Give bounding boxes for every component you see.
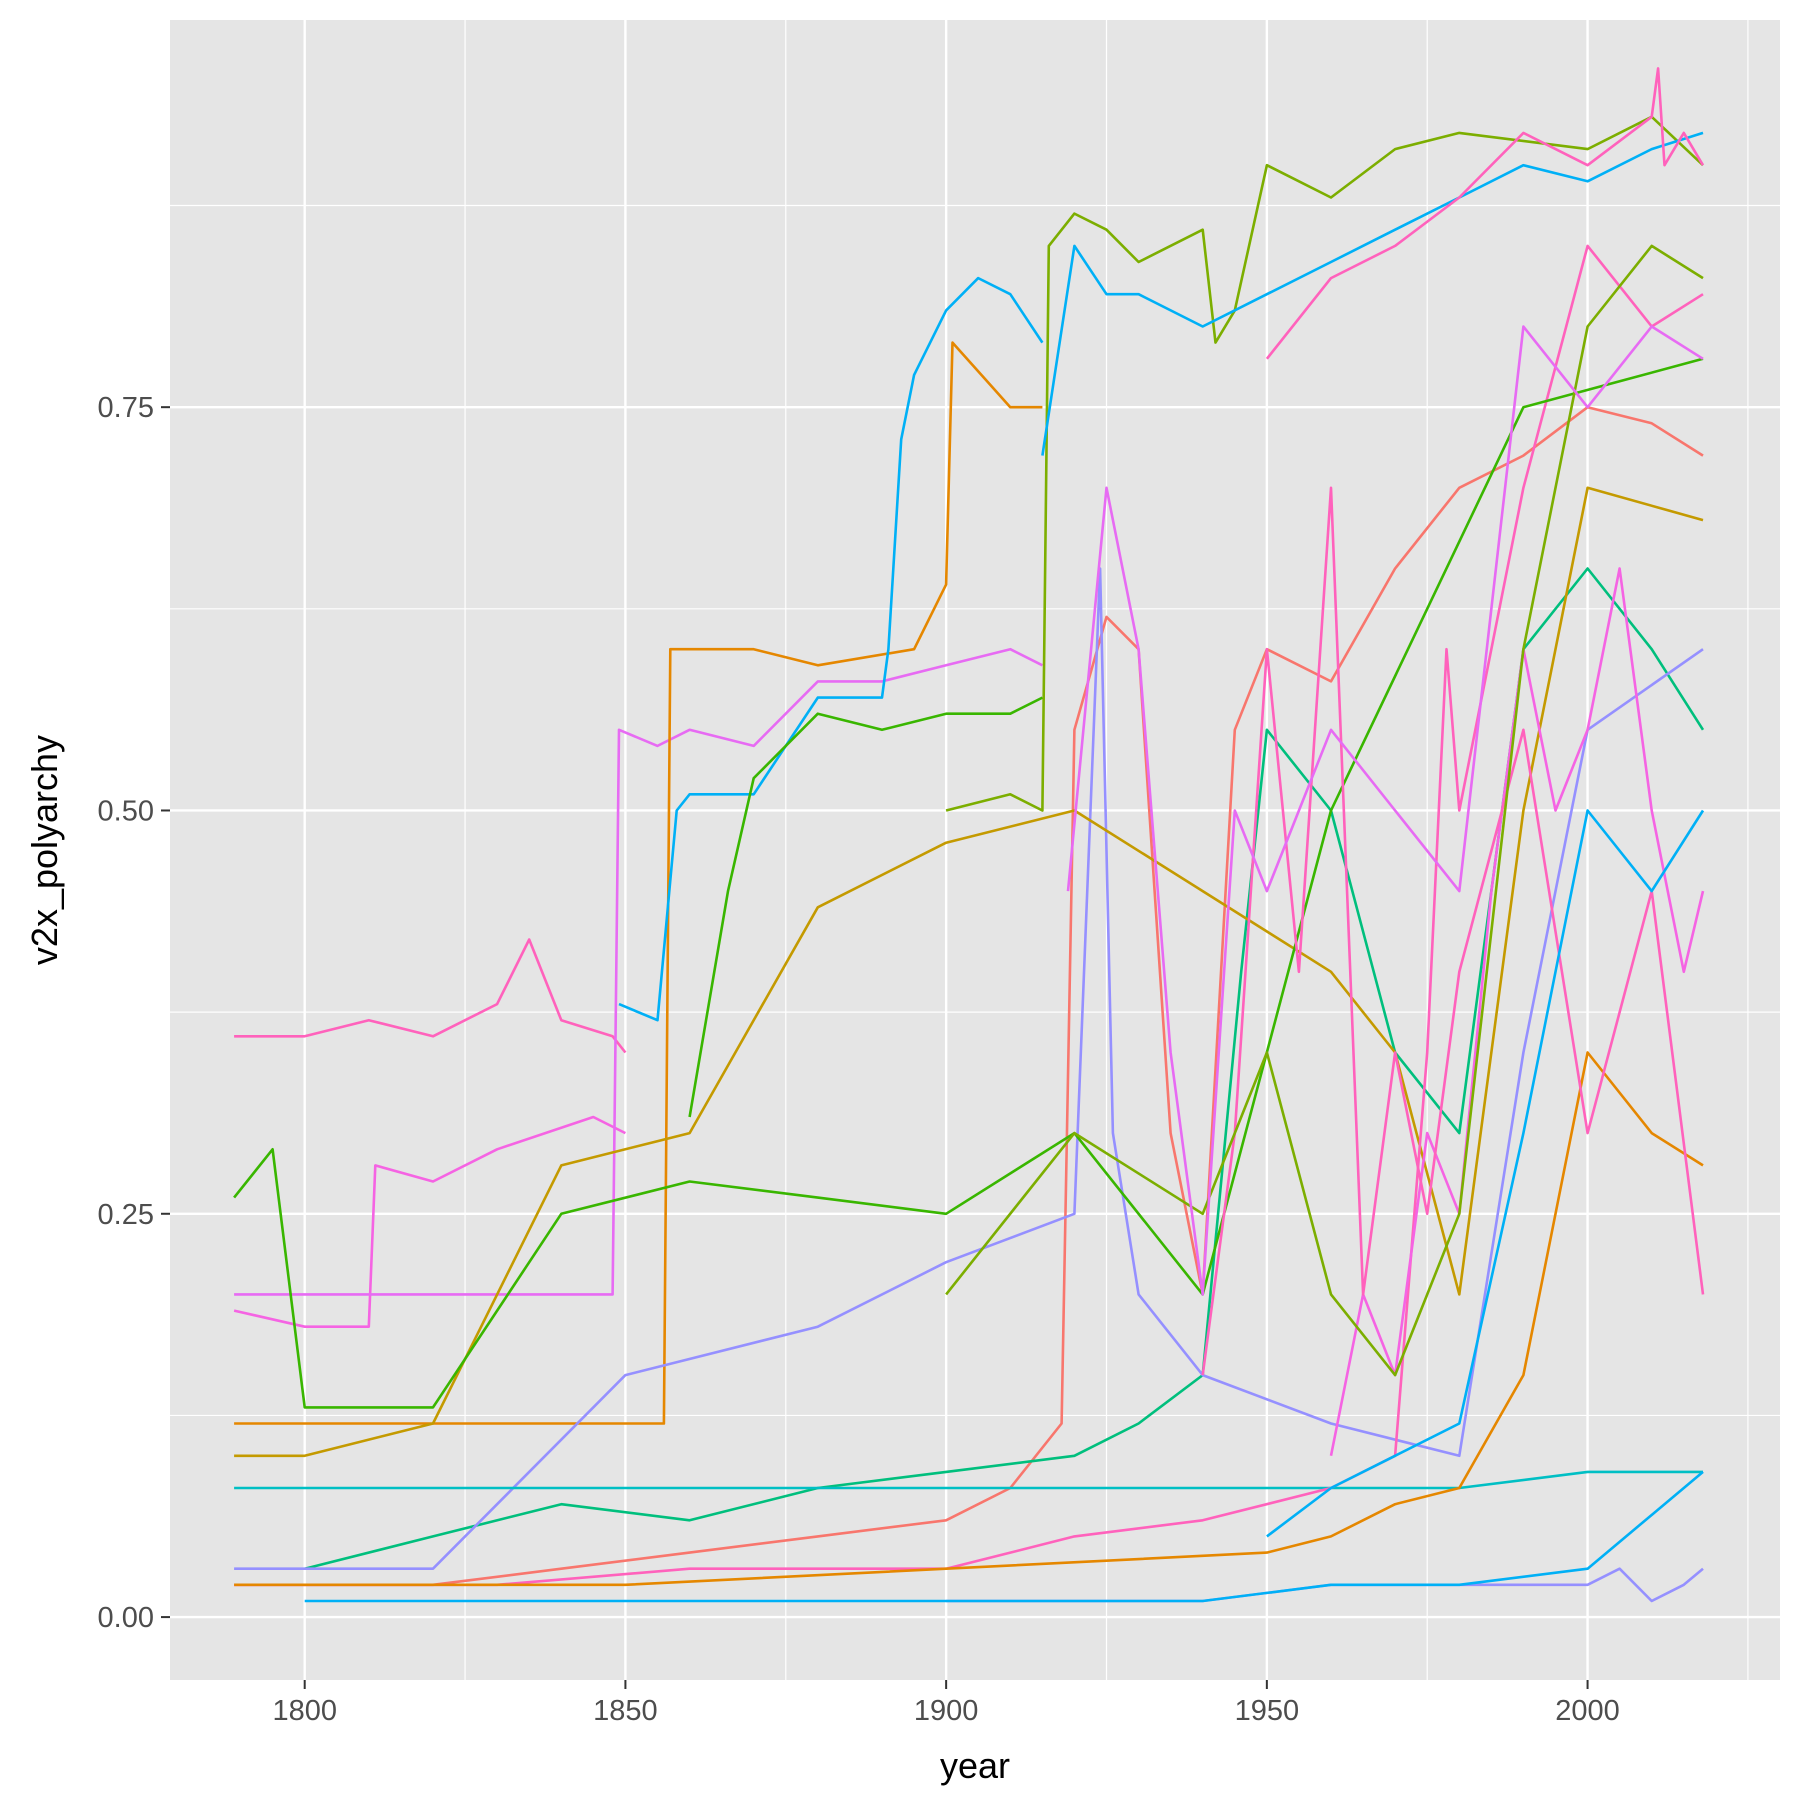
- series-line-2: [234, 647, 1043, 1296]
- series-line-0: [234, 938, 627, 1054]
- x-tick-label: 1900: [914, 1695, 979, 1727]
- series-line-5: [688, 696, 1043, 1118]
- y-tick-label: 0.25: [98, 1199, 154, 1231]
- series-line-11: [234, 567, 1704, 1570]
- x-tick-label: 1850: [593, 1695, 658, 1727]
- x-axis-title: year: [940, 1745, 1010, 1786]
- series-line-3: [234, 341, 1043, 1425]
- x-tick-label: 2000: [1555, 1695, 1620, 1727]
- y-axis: 0.00 0.25 0.50 0.75: [98, 392, 170, 1634]
- series-line-1: [233, 1115, 626, 1328]
- y-axis-title: v2x_polyarchy: [24, 735, 65, 965]
- x-tick-label: 1950: [1235, 1695, 1300, 1727]
- series-line-8: [1265, 67, 1705, 360]
- x-axis: 1800 1850 1900 1950 2000: [272, 1680, 1620, 1727]
- plot-panel: [170, 20, 1780, 1680]
- series-line-18: [233, 357, 1704, 1409]
- series-line-10: [304, 567, 1705, 1570]
- series-line-21: [1266, 809, 1705, 1538]
- series-line-20: [1201, 486, 1705, 1376]
- series-line-23: [1066, 325, 1704, 1296]
- series-line-13: [234, 1470, 1703, 1490]
- series-line-7: [1041, 131, 1704, 456]
- series-line-15: [304, 1470, 1704, 1603]
- y-tick-label: 0.50: [98, 795, 154, 827]
- series-line-4: [618, 276, 1044, 1022]
- x-tick-label: 1800: [272, 1695, 337, 1727]
- series-line-17: [234, 1051, 1704, 1587]
- series-line-22: [945, 244, 1704, 1377]
- y-tick-label: 0.75: [98, 392, 154, 424]
- y-tick-label: 0.00: [98, 1602, 154, 1634]
- series-lines: [233, 67, 1705, 1603]
